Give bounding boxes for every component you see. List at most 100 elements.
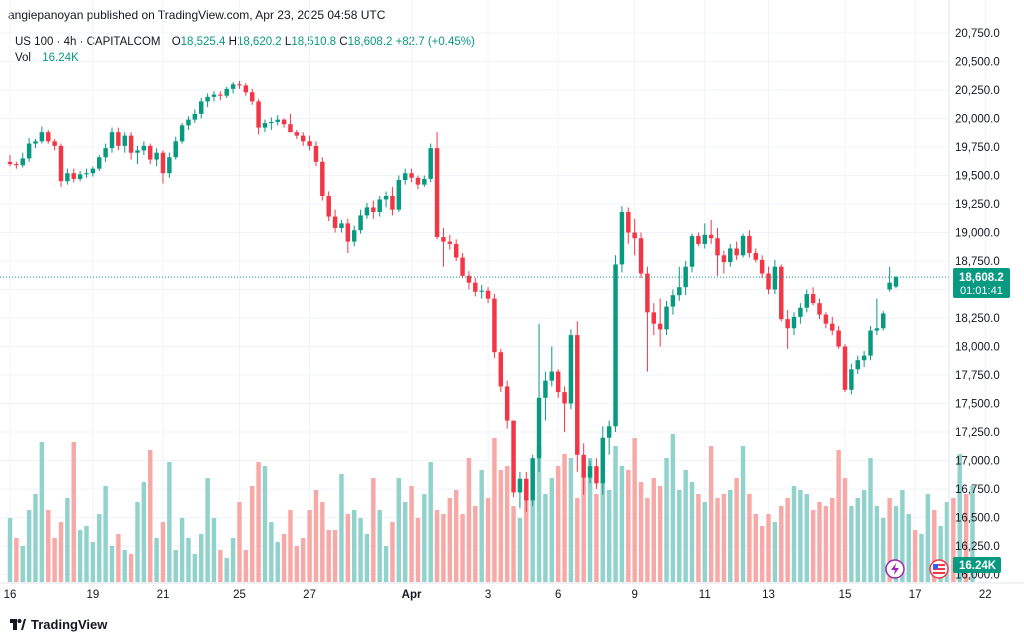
volume-bar (568, 458, 574, 582)
volume-bar (396, 478, 402, 582)
candle-body (498, 352, 504, 387)
candle-body (332, 216, 338, 228)
volume-bar (581, 474, 586, 582)
volume-bar (364, 534, 370, 582)
candle-body (192, 113, 198, 120)
volume-bar (345, 514, 351, 582)
candle-body (479, 290, 484, 292)
candle-body (300, 135, 306, 142)
volume-bar (441, 514, 446, 582)
time-tick-label: 9 (631, 589, 637, 601)
replay-icon[interactable] (885, 559, 905, 579)
candle-body (396, 180, 402, 210)
candle-body (702, 234, 708, 244)
time-tick-label: 13 (762, 589, 775, 601)
time-axis[interactable]: 1619212527Apr369111315172224 (4, 589, 1024, 601)
candle-body (696, 235, 701, 244)
volume-bar (855, 498, 860, 582)
candle-body (7, 161, 13, 165)
volume-bar (249, 486, 255, 582)
volume-bar (20, 546, 25, 582)
volume-bar (211, 518, 217, 582)
volume-bar (925, 494, 931, 582)
volume-bar (600, 474, 606, 582)
candle-body (747, 235, 752, 254)
candle-body (313, 145, 319, 162)
volume-bar (721, 494, 727, 582)
candle-body (65, 173, 70, 182)
volume-bar (90, 542, 96, 582)
candle-body (817, 303, 822, 315)
volume-bar (702, 502, 708, 582)
flag-icon[interactable] (929, 559, 949, 579)
volume-bar (288, 510, 293, 582)
volume-bar (772, 522, 778, 582)
candle-body (677, 287, 682, 296)
volume-bar (135, 502, 140, 582)
volume-bar (109, 546, 115, 582)
volume-bar (766, 514, 771, 582)
volume-bar (734, 478, 739, 582)
volume-bar (402, 502, 408, 582)
volume-bar (893, 506, 899, 582)
volume-bar (313, 490, 319, 582)
candle-body (626, 211, 631, 233)
volume-bar (664, 458, 669, 582)
volume-bar (504, 466, 510, 582)
candle-body (849, 369, 854, 390)
price-tick-label: 20,000.0 (955, 114, 1000, 126)
volume-bar (524, 486, 529, 582)
volume-bar (613, 446, 618, 582)
volume-bar (944, 502, 950, 582)
candle-body (211, 94, 217, 97)
volume-bar (473, 506, 478, 582)
candle-body (721, 255, 727, 263)
volume-bar (549, 478, 555, 582)
price-tick-label: 20,750.0 (955, 28, 1000, 40)
volume-bar (517, 518, 523, 582)
volume-bar (632, 438, 637, 582)
high-label: H (228, 36, 237, 48)
volume-bar (689, 482, 695, 582)
candle-body (141, 145, 147, 151)
candle-body (657, 323, 663, 330)
open-value: 18,525.4 (180, 36, 226, 48)
candle-body (804, 294, 809, 308)
candle-body (147, 145, 153, 160)
candle-body (20, 158, 25, 166)
volume-bar (256, 462, 261, 582)
volume-bar (466, 458, 472, 582)
candle-body (861, 355, 867, 361)
candle-body (84, 173, 89, 175)
candle-body (447, 241, 453, 244)
volume-bar (932, 510, 937, 582)
volume-bar (326, 530, 331, 582)
candle-body (173, 141, 178, 158)
volume-bar (785, 498, 790, 582)
volume-bar (970, 486, 975, 582)
volume-bar (154, 538, 159, 582)
change-value: +82.7 (+0.45%) (395, 36, 475, 48)
volume-bar (371, 478, 376, 582)
candle-body (128, 135, 134, 153)
volume-bar (696, 494, 701, 582)
publisher-attribution: angiepanoyan published on TradingView.co… (8, 8, 386, 22)
candle-body (492, 298, 497, 353)
candle-body (728, 248, 733, 263)
volume-bar (817, 502, 822, 582)
footer-brand[interactable]: TradingView (10, 617, 107, 632)
low-value: 18,510.8 (291, 36, 337, 48)
volume-tag: 16.24K (953, 557, 1001, 573)
symbol-title[interactable]: US 100 · 4h · CAPITALCOM (15, 36, 161, 48)
price-tick-label: 20,500.0 (955, 57, 1000, 69)
volume-bar (498, 470, 504, 582)
candle-body (766, 273, 771, 290)
volume-bar (160, 522, 166, 582)
candle-body (415, 177, 421, 185)
volume-bar (39, 442, 45, 582)
candle-body (785, 319, 790, 329)
volume-bar (116, 534, 121, 582)
candle-body (428, 148, 433, 179)
price-tag: 18,608.2 01:01:41 (953, 268, 1010, 298)
